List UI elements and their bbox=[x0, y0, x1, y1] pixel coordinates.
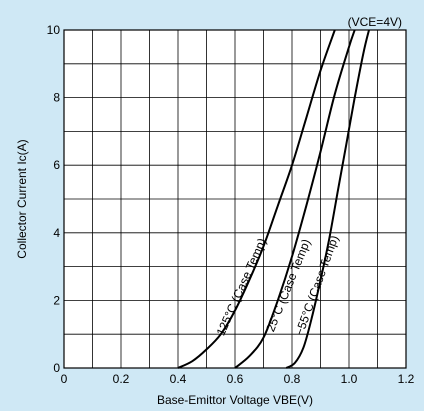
plot-frame bbox=[63, 29, 407, 369]
x-tick-label: 0.6 bbox=[227, 372, 244, 386]
x-tick-label: 0.8 bbox=[284, 372, 301, 386]
series-line-2 bbox=[234, 29, 356, 369]
x-tick-label: 0 bbox=[61, 372, 68, 386]
y-tick-label: 0 bbox=[53, 361, 60, 375]
series-line-3 bbox=[285, 29, 370, 369]
y-tick-labels: 0 2 4 6 8 10 bbox=[47, 23, 61, 375]
x-tick-labels: 0 0.2 0.4 0.6 0.8 1.0 1.2 bbox=[61, 372, 415, 386]
series-line-1 bbox=[177, 29, 336, 369]
y-tick-label: 8 bbox=[53, 91, 60, 105]
x-tick-label: 0.2 bbox=[113, 372, 130, 386]
condition-label: (VCE=4V) bbox=[348, 15, 402, 29]
x-axis-label: Base-Emittor Voltage VBE(V) bbox=[157, 393, 313, 407]
y-tick-label: 10 bbox=[47, 23, 61, 37]
y-tick-label: 2 bbox=[53, 293, 60, 307]
y-axis-label: Collector Current Ic(A) bbox=[15, 139, 29, 258]
x-tick-label: 1.2 bbox=[398, 372, 415, 386]
x-tick-label: 0.4 bbox=[170, 372, 187, 386]
curves bbox=[177, 29, 370, 369]
x-tick-label: 1.0 bbox=[341, 372, 358, 386]
grid bbox=[64, 30, 406, 368]
y-tick-label: 4 bbox=[53, 226, 60, 240]
y-tick-label: 6 bbox=[53, 158, 60, 172]
